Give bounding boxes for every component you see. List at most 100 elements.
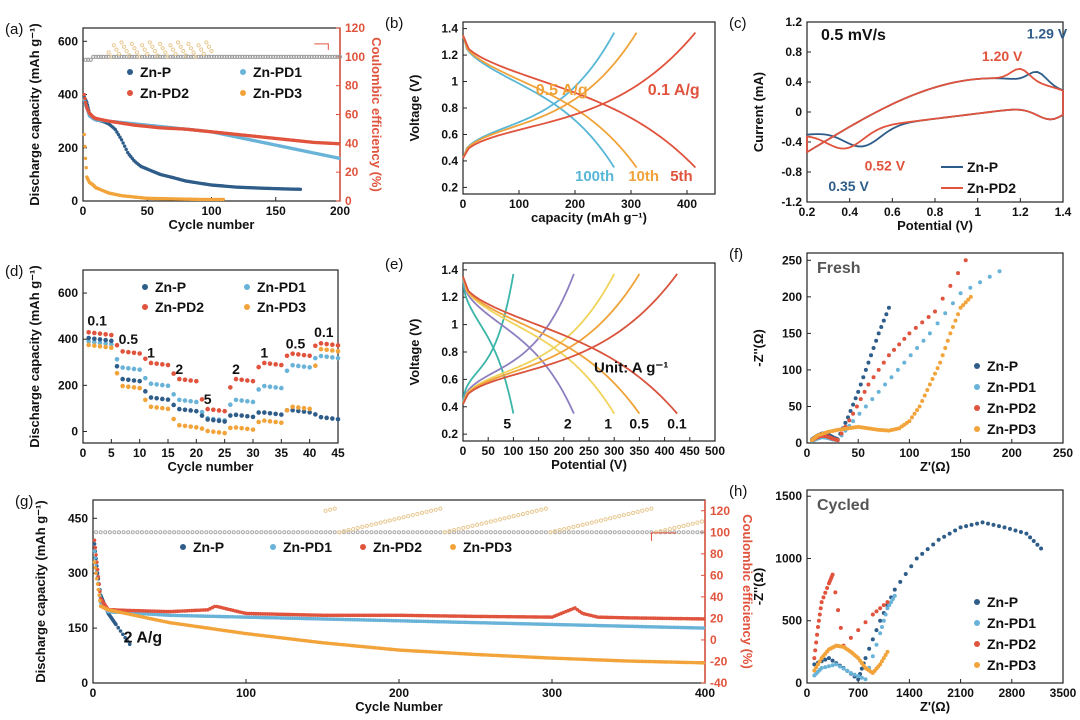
ce-point (346, 530, 351, 535)
data-point-zn-p (969, 522, 974, 527)
legend-marker (974, 599, 980, 605)
peak-annotation: 1.29 V (1027, 26, 1068, 42)
y2-tick-label: 100 (345, 50, 365, 64)
ce-point (172, 530, 177, 535)
data-point-zn-pd2 (835, 438, 840, 443)
x-tick-label: 0 (80, 204, 87, 218)
ce-point-zn-pd3 (119, 40, 124, 45)
ce-point (191, 54, 196, 59)
data-point-zn-pd1 (878, 631, 883, 636)
ce-point-zn-pd3 (580, 522, 585, 527)
legend-entry: Zn-PD1 (987, 379, 1036, 395)
y2-tick-label: 100 (710, 525, 730, 539)
data-point-zn-pd3 (194, 425, 199, 430)
ce-point (199, 530, 204, 535)
data-point-zn-pd3 (817, 659, 822, 664)
data-point-zn-pd1 (890, 596, 895, 601)
ce-point (681, 530, 686, 535)
ce-point (296, 530, 301, 535)
data-point-zn-pd3 (211, 429, 216, 434)
data-point-zn-pd1 (284, 368, 290, 374)
ce-point (672, 530, 677, 535)
y2-axis-label: Coulombic efficiency (%) (369, 37, 384, 192)
data-point-zn-p (194, 408, 199, 414)
x-axis-label: Potential (V) (897, 218, 973, 233)
data-point-zn-p (103, 337, 108, 343)
data-point-zn-p (909, 564, 914, 569)
y-tick-label: 1 (451, 75, 458, 89)
ce-point (227, 54, 232, 59)
ce-point (497, 530, 502, 535)
data-point-zn-p (120, 376, 125, 382)
y-axis-label: -Z''(Ω) (751, 329, 766, 367)
legend-marker (180, 544, 186, 550)
ce-point (332, 54, 337, 59)
peak-annotation: 0.35 V (828, 178, 869, 194)
ce-point (235, 54, 240, 59)
data-point-zn-p (113, 127, 118, 132)
x-tick-label: 2100 (947, 686, 974, 700)
data-point-zn-pd2 (330, 342, 335, 348)
y-tick-label: 0.2 (441, 180, 458, 194)
ce-point (502, 530, 507, 535)
data-point-zn-pd2 (881, 603, 886, 608)
data-point-zn-p (92, 336, 97, 342)
legend-entry: Zn-PD1 (283, 539, 332, 555)
ce-point (424, 530, 429, 535)
data-point-zn-pd3 (324, 347, 329, 353)
data-point-zn-p (903, 572, 908, 577)
legend-entry: Zn-PD3 (463, 539, 512, 555)
data-point-zn-pd3 (290, 404, 295, 410)
ce-point (155, 54, 160, 59)
ce-point (640, 530, 645, 535)
ce-point (160, 54, 165, 59)
ce-point (291, 530, 296, 535)
x-tick-label: 0 (460, 444, 467, 458)
y-tick-label: 600 (58, 34, 78, 48)
data-point-zn-pd3 (925, 388, 930, 393)
data-point-zn-pd3 (330, 348, 335, 353)
ce-point (429, 530, 434, 535)
ce-point-zn-pd3 (612, 515, 617, 520)
y-axis-label: Voltage (V) (407, 75, 422, 142)
ce-point (259, 530, 264, 535)
x-tick-label: 400 (677, 197, 697, 211)
ce-point-zn-pd3 (502, 516, 507, 521)
ce-point-zn-pd3 (396, 516, 402, 521)
ce-point (181, 530, 186, 535)
ce-point (98, 54, 104, 59)
data-point-zn-p (143, 389, 148, 394)
ce-point (281, 54, 286, 59)
data-point-zn-p (947, 531, 952, 536)
ce-point-zn-pd3 (630, 510, 636, 516)
legend-marker (360, 544, 366, 550)
x-tick-label: 500 (705, 444, 725, 458)
data-point-zn-pd2 (892, 347, 897, 352)
panel-h: 0 700 1400 2100 2800 3500 0 500 1000 1500 Z'(Ω) -Z'… (729, 483, 1077, 714)
data-point-zn-p (931, 542, 936, 547)
data-point-zn-pd2 (881, 360, 886, 365)
x-tick-label: 50 (482, 444, 496, 458)
data-point-zn-p (830, 658, 835, 663)
ce-point-zn-pd3 (152, 48, 158, 54)
legend-entry: Zn-P (155, 279, 186, 295)
data-point-zn-p (86, 335, 91, 341)
data-point-zn-p (826, 656, 831, 661)
ce-point-zn-pd3 (447, 529, 452, 534)
panel-label: (a) (5, 21, 23, 38)
data-point-zn-pd2 (825, 586, 830, 591)
ce-point (296, 54, 301, 59)
ce-point (237, 54, 242, 59)
charge-curve-2 (462, 273, 575, 405)
ce-point-zn-pd3 (209, 48, 214, 54)
x-tick-label: 100 (503, 444, 523, 458)
data-point-zn-pd3 (154, 405, 159, 410)
ce-point (534, 530, 539, 535)
ce-point (282, 530, 287, 535)
data-point-zn-p (856, 677, 861, 682)
data-point-zn-pd1 (182, 398, 188, 403)
data-point-zn-pd2 (94, 553, 98, 557)
ce-point (149, 530, 154, 535)
data-point-zn-pd1 (109, 341, 114, 347)
ce-point-zn-pd3 (410, 512, 415, 518)
